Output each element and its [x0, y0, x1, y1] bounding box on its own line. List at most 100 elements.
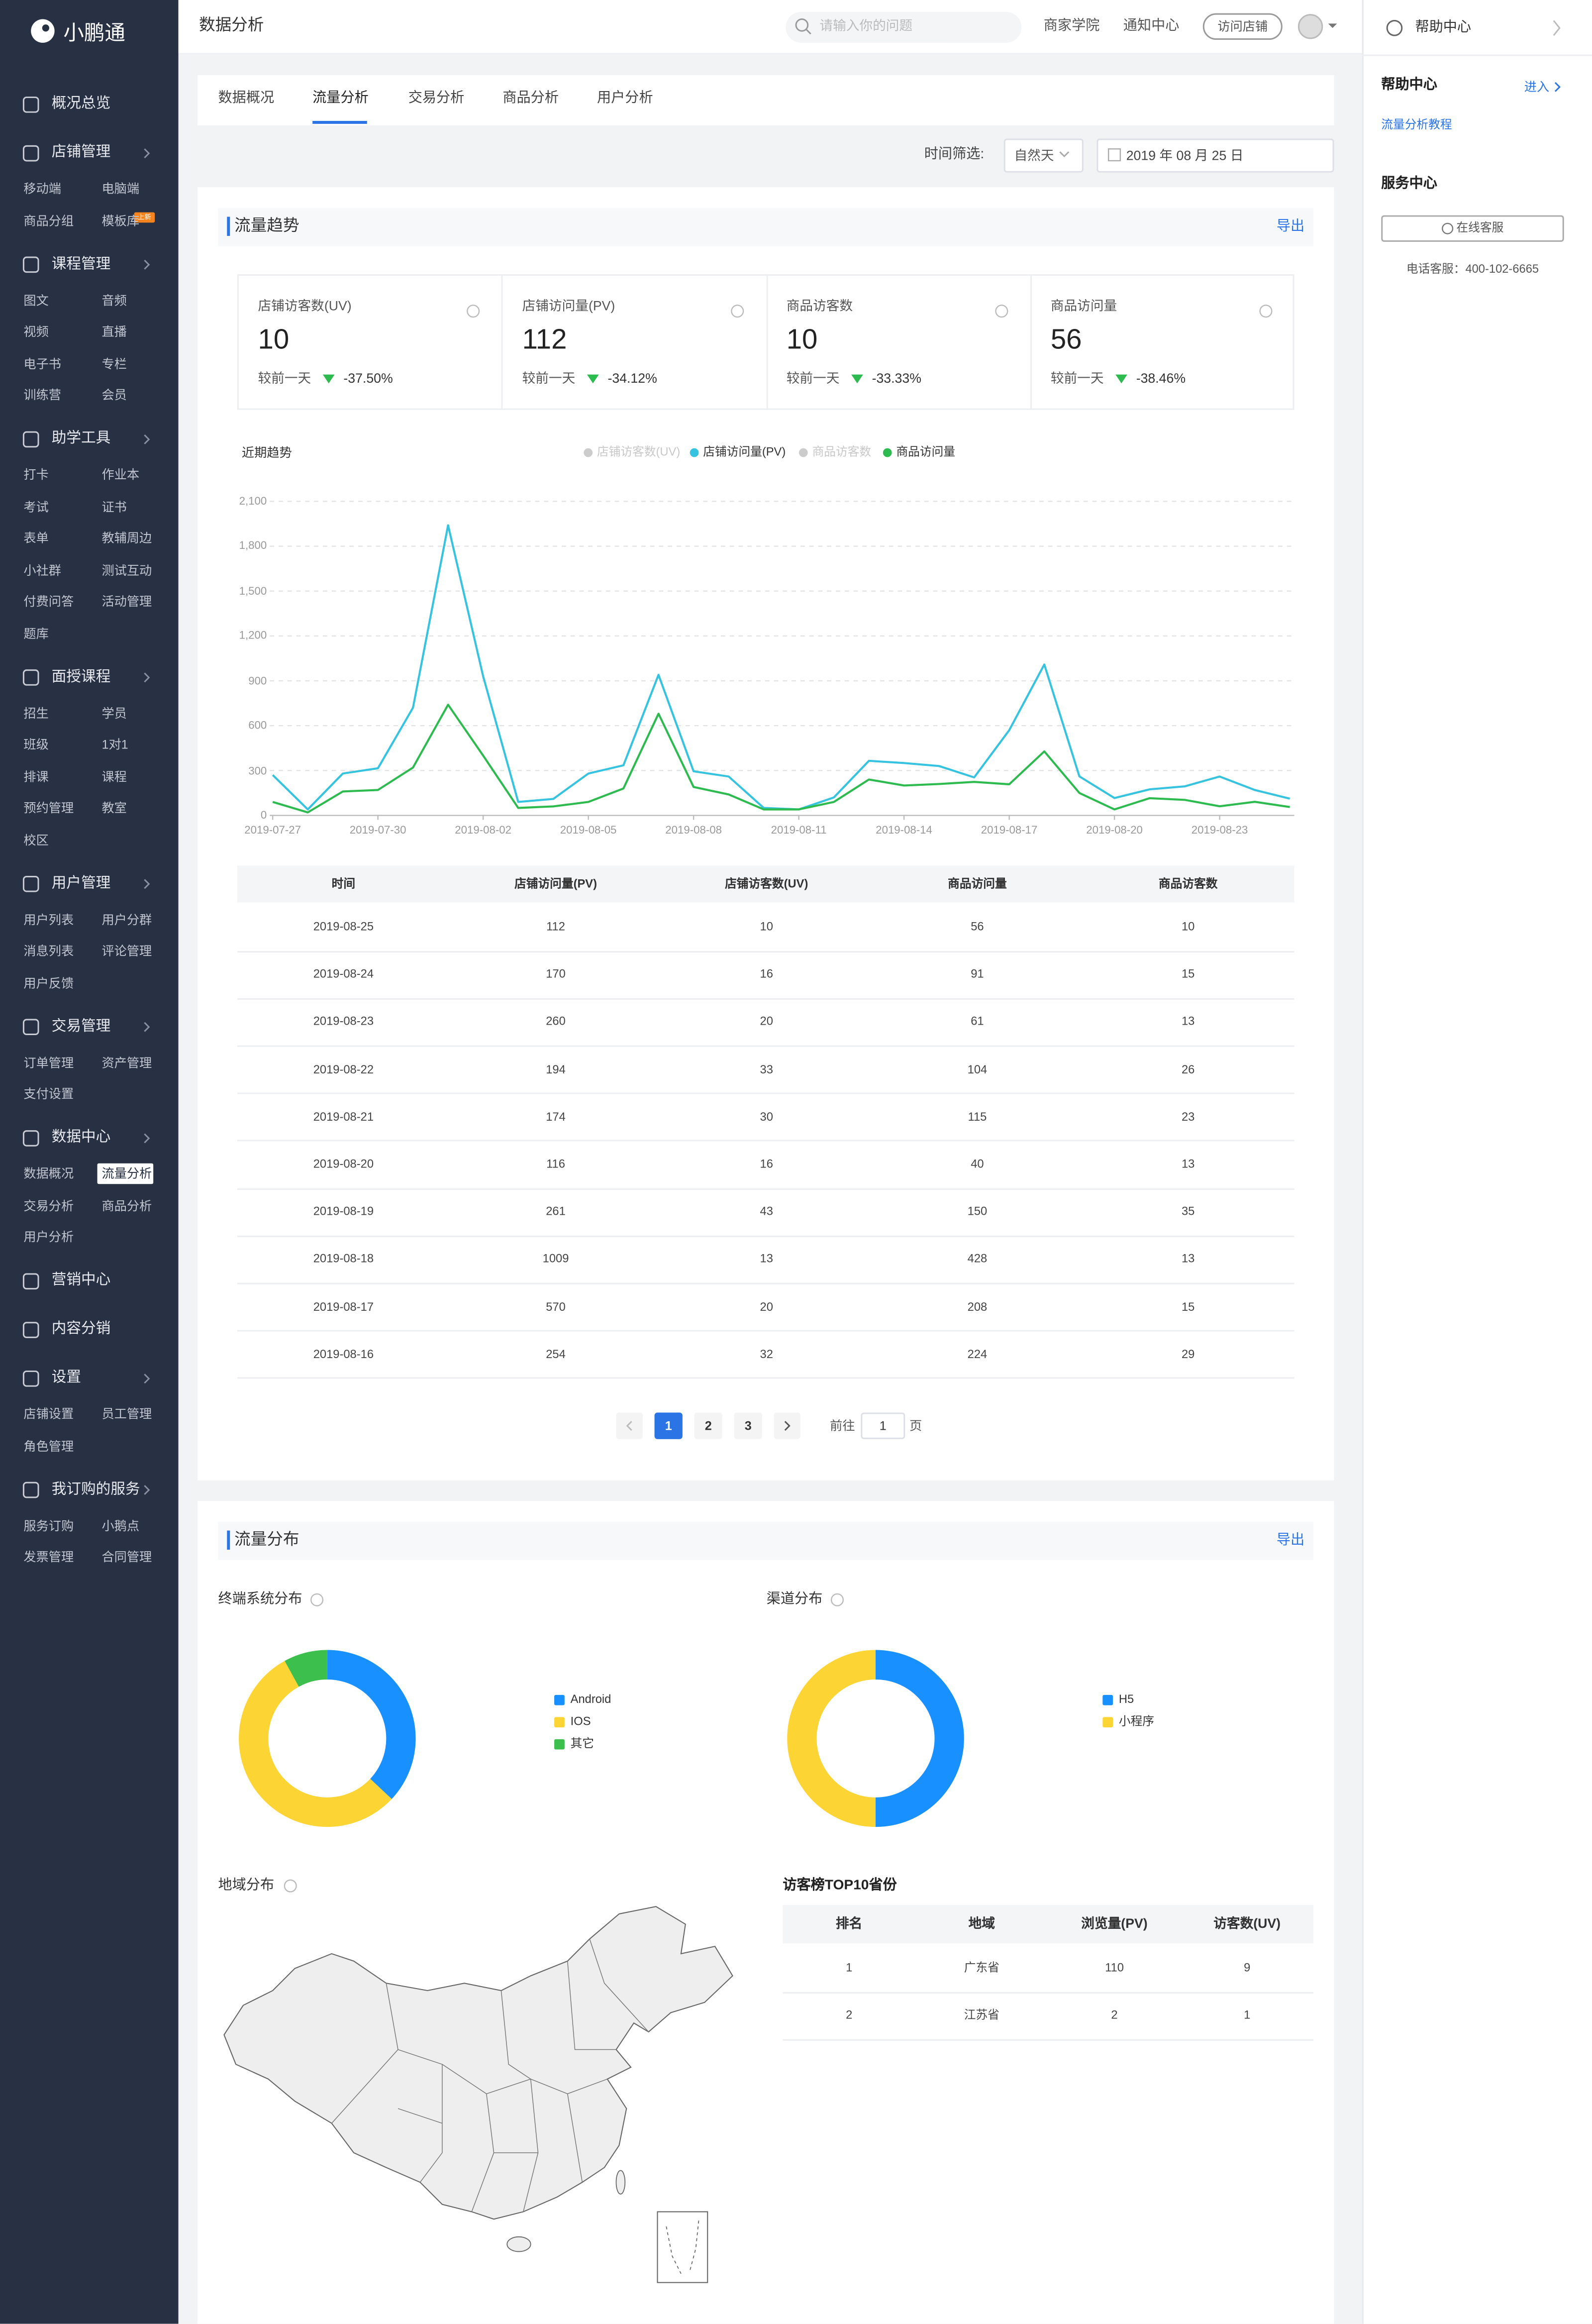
menu-heading[interactable]: 数据中心: [51, 1129, 111, 1146]
y-tick-label: 900: [248, 673, 267, 687]
help-link[interactable]: 流量分析教程: [1381, 118, 1452, 131]
menu-item[interactable]: 音频: [101, 292, 127, 308]
menu-item[interactable]: 用户分析: [23, 1229, 74, 1244]
search-icon: [795, 18, 809, 32]
menu-item[interactable]: 考试: [23, 499, 49, 514]
menu-item[interactable]: 电脑端: [101, 181, 140, 196]
page-number[interactable]: 2: [704, 1418, 712, 1433]
menu-item[interactable]: 证书: [101, 499, 127, 514]
menu-item[interactable]: 流量分析: [101, 1165, 152, 1181]
menu-item[interactable]: 排课: [23, 768, 49, 784]
menu-item[interactable]: 表单: [23, 530, 49, 545]
top-link[interactable]: 商家学院: [1043, 18, 1100, 34]
menu-item[interactable]: 课程: [101, 768, 127, 784]
tab[interactable]: 商品分析: [502, 90, 559, 107]
menu-item[interactable]: 用户分群: [101, 911, 152, 927]
menu-item[interactable]: 打卡: [23, 467, 49, 482]
menu-item[interactable]: 直播: [101, 324, 127, 339]
menu-heading[interactable]: 面授课程: [51, 668, 111, 685]
legend-swatch: [554, 1717, 565, 1728]
menu-item[interactable]: 付费问答: [23, 594, 74, 609]
menu-item[interactable]: 发票管理: [23, 1549, 74, 1564]
menu-item[interactable]: 会员: [101, 387, 127, 403]
legend-label[interactable]: 店铺访问量(PV): [703, 445, 786, 459]
goto-input[interactable]: [861, 1412, 905, 1439]
menu-item[interactable]: 店铺设置: [23, 1406, 74, 1421]
menu-heading[interactable]: 交易管理: [51, 1018, 111, 1035]
menu-item[interactable]: 小鹅点: [101, 1517, 140, 1533]
menu-heading[interactable]: 店铺管理: [51, 144, 111, 161]
menu-item[interactable]: 专栏: [101, 355, 127, 371]
tab[interactable]: 用户分析: [597, 90, 653, 107]
menu-heading[interactable]: 概况总览: [51, 96, 111, 112]
menu-item[interactable]: 视频: [23, 324, 49, 339]
menu-item[interactable]: 训练营: [23, 387, 62, 403]
legend-label[interactable]: 店铺访客数(UV): [597, 445, 681, 459]
menu-item[interactable]: 订单管理: [23, 1055, 74, 1069]
menu-item[interactable]: 支付设置: [23, 1086, 74, 1101]
menu-item[interactable]: 用户反馈: [23, 975, 74, 990]
date-picker[interactable]: [1096, 138, 1334, 173]
menu-item[interactable]: 题库: [23, 626, 49, 640]
menu-item[interactable]: 员工管理: [101, 1406, 152, 1421]
menu-item[interactable]: 消息列表: [23, 943, 74, 958]
menu-item[interactable]: 教室: [101, 800, 127, 815]
help-enter[interactable]: 进入: [1524, 79, 1550, 94]
table-cell: 2019-08-23: [313, 1015, 374, 1029]
menu-item[interactable]: 校区: [23, 832, 49, 847]
menu-item[interactable]: 图文: [23, 292, 49, 308]
tab[interactable]: 流量分析: [312, 90, 369, 107]
page-number[interactable]: 3: [744, 1418, 752, 1433]
menu-item[interactable]: 数据概况: [23, 1165, 74, 1181]
table-cell: 43: [760, 1205, 773, 1218]
menu-item[interactable]: 商品分析: [101, 1197, 152, 1213]
menu-heading[interactable]: 助学工具: [51, 430, 111, 447]
menu-item[interactable]: 评论管理: [101, 943, 152, 958]
page-button[interactable]: [654, 1412, 683, 1439]
menu-heading[interactable]: 设置: [51, 1370, 81, 1386]
page-button[interactable]: [694, 1412, 722, 1439]
menu-item[interactable]: 合同管理: [101, 1549, 152, 1564]
menu-item[interactable]: 电子书: [23, 355, 62, 371]
export-link[interactable]: 导出: [1276, 217, 1305, 234]
menu-heading[interactable]: 营销中心: [51, 1272, 111, 1289]
menu-item[interactable]: 教辅周边: [101, 530, 152, 545]
menu-item[interactable]: 商品分组: [23, 212, 74, 228]
menu-heading[interactable]: 课程管理: [51, 256, 111, 272]
table-cell: 2019-08-17: [313, 1300, 374, 1313]
menu-heading[interactable]: 我订购的服务: [51, 1481, 140, 1497]
menu-item[interactable]: 用户列表: [23, 911, 74, 927]
tab[interactable]: 交易分析: [408, 90, 465, 107]
mode-select[interactable]: [1003, 138, 1084, 173]
menu-item[interactable]: 作业本: [101, 467, 140, 482]
menu-item[interactable]: 1对1: [101, 737, 128, 752]
export-link[interactable]: 导出: [1276, 1531, 1305, 1548]
menu-item[interactable]: 测试互动: [101, 562, 152, 577]
page-prev[interactable]: [616, 1412, 643, 1439]
menu-item[interactable]: 资产管理: [101, 1055, 152, 1069]
tab[interactable]: 数据概况: [218, 90, 275, 107]
legend-label[interactable]: 商品访问量: [896, 445, 956, 459]
top-link[interactable]: 通知中心: [1123, 18, 1180, 34]
menu-item[interactable]: 模板库: [101, 212, 140, 228]
legend-label[interactable]: 商品访客数: [812, 445, 872, 459]
menu-item[interactable]: 角色管理: [23, 1438, 74, 1453]
info-icon: [995, 305, 1008, 318]
menu-item[interactable]: 交易分析: [23, 1197, 74, 1213]
online-service-button[interactable]: [1381, 215, 1564, 242]
menu-item[interactable]: 小社群: [23, 562, 62, 577]
menu-item[interactable]: 班级: [23, 737, 49, 752]
menu-heading[interactable]: 内容分销: [51, 1321, 111, 1338]
table-cell: 428: [967, 1252, 988, 1266]
menu-item[interactable]: 移动端: [23, 181, 62, 196]
page-number[interactable]: 1: [665, 1418, 672, 1433]
menu-item[interactable]: 学员: [101, 705, 127, 720]
page-button[interactable]: [734, 1412, 762, 1439]
menu-item[interactable]: 服务订购: [23, 1517, 74, 1533]
menu-heading[interactable]: 用户管理: [51, 875, 111, 892]
menu-item[interactable]: 预约管理: [23, 800, 74, 815]
page-next[interactable]: [774, 1412, 800, 1439]
visit-button[interactable]: [1202, 13, 1283, 40]
menu-item[interactable]: 活动管理: [101, 594, 152, 609]
menu-item[interactable]: 招生: [23, 705, 49, 720]
